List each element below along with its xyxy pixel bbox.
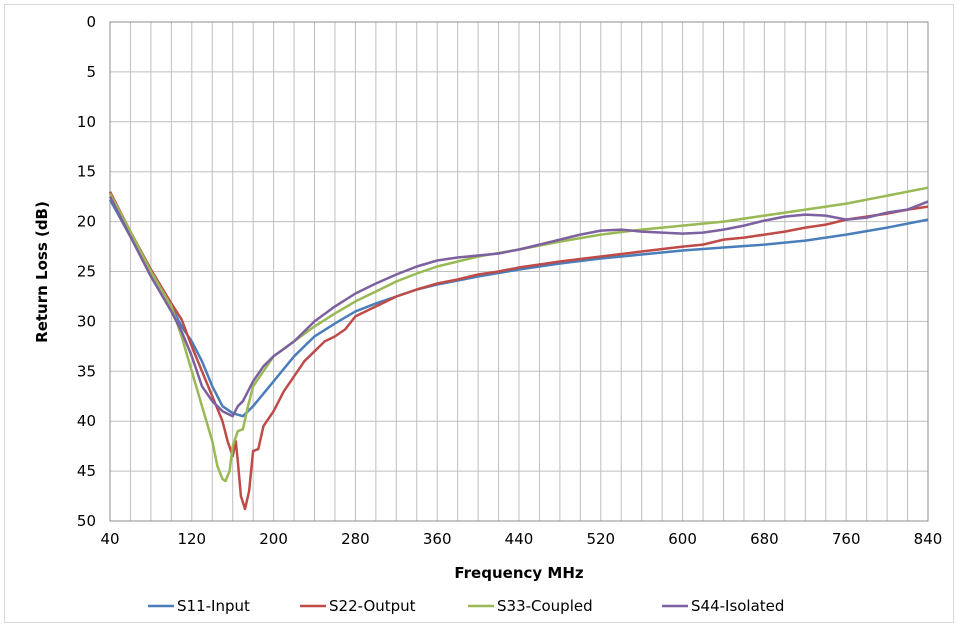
legend-label-s22-output: S22-Output [329,597,416,615]
x-tick-label: 840 [914,530,943,548]
x-tick-label: 360 [423,530,452,548]
y-tick-label: 10 [77,113,96,131]
y-tick-label: 40 [77,412,96,430]
y-tick-label: 35 [77,362,96,380]
x-tick-label: 120 [177,530,206,548]
y-tick-label: 30 [77,312,96,330]
series-line-s22-output [108,191,929,511]
y-tick-label: 5 [86,63,96,81]
chart-frame [4,4,954,623]
x-tick-label: 680 [750,530,779,548]
legend: S11-Input S22-Output S33-Coupled S44-Isolat… [148,597,784,615]
legend-label-s44-isolated: S44-Isolated [691,597,784,615]
y-tick-label: 25 [77,263,96,281]
x-tick-label: 600 [668,530,697,548]
x-tick-label: 40 [100,530,119,548]
legend-label-s11-input: S11-Input [177,597,250,615]
grid-lines [109,21,929,522]
x-tick-label: 440 [505,530,534,548]
series-line-s44-isolated [108,196,929,418]
plot-lines [108,186,929,511]
y-tick-label: 20 [77,213,96,231]
x-axis-ticks: 40 120 200 280 360 440 520 600 680 760 840 [100,530,942,548]
y-tick-label: 15 [77,163,96,181]
x-tick-label: 280 [341,530,370,548]
y-tick-label: 0 [86,13,96,31]
x-tick-label: 200 [259,530,288,548]
x-axis-title: Frequency MHz [454,564,583,582]
y-axis-title: Return Loss (dB) [33,201,51,343]
legend-label-s33-coupled: S33-Coupled [497,597,593,615]
x-tick-label: 520 [586,530,615,548]
x-tick-label: 760 [832,530,861,548]
plot-area-border [109,21,929,522]
series-line-s11-input [108,198,929,418]
y-axis-ticks: 0 5 10 15 20 25 30 35 40 45 50 [77,13,96,530]
y-tick-label: 50 [77,512,96,530]
y-tick-label: 45 [77,462,96,480]
